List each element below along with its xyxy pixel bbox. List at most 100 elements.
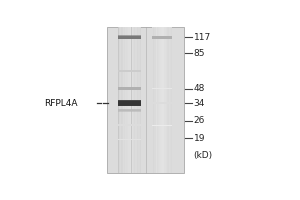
Bar (118, 139, 141, 140)
Bar (118, 110, 141, 111)
Bar (118, 125, 141, 126)
Bar (133, 27, 134, 173)
Bar (158, 27, 159, 173)
Bar (125, 27, 126, 173)
Bar (118, 36, 141, 39)
Bar (118, 102, 141, 104)
Bar (118, 35, 141, 39)
Bar (118, 125, 141, 126)
Bar (152, 103, 172, 104)
Text: 34: 34 (194, 99, 205, 108)
Bar (118, 87, 141, 90)
Bar (118, 124, 141, 126)
Bar (118, 70, 141, 72)
Bar (118, 70, 141, 72)
Bar (118, 70, 141, 72)
Bar (152, 36, 172, 39)
Bar (118, 139, 141, 140)
Text: 26: 26 (194, 116, 205, 125)
Bar (118, 36, 141, 38)
Bar (171, 27, 172, 173)
Bar (118, 70, 141, 72)
Bar (118, 110, 141, 111)
Bar (136, 27, 137, 173)
Bar (118, 110, 141, 111)
Bar (118, 27, 119, 173)
Bar (118, 70, 141, 72)
Bar (118, 102, 141, 105)
Bar (152, 88, 172, 89)
Bar (118, 110, 141, 111)
Bar (118, 102, 141, 104)
Bar (118, 37, 141, 38)
Bar (118, 139, 141, 140)
Bar (118, 87, 141, 90)
Bar (123, 27, 124, 173)
Bar (118, 139, 141, 140)
Bar (118, 88, 141, 89)
Bar (118, 36, 141, 38)
Bar (118, 101, 141, 105)
Text: 19: 19 (194, 134, 205, 143)
Bar (118, 87, 141, 90)
Bar (118, 109, 141, 111)
Bar (118, 37, 141, 38)
Bar (152, 37, 172, 38)
Bar (118, 139, 141, 140)
Bar (162, 27, 163, 173)
Bar (128, 27, 129, 173)
Bar (118, 88, 141, 89)
Bar (152, 88, 172, 89)
Bar (152, 36, 172, 39)
Bar (152, 88, 172, 89)
Bar (156, 27, 157, 173)
Bar (118, 87, 141, 90)
Bar (152, 102, 172, 104)
Bar (118, 124, 141, 126)
Bar (118, 110, 141, 111)
Bar (152, 88, 172, 89)
Bar (169, 27, 170, 173)
Bar (118, 110, 141, 111)
Bar (152, 102, 172, 104)
Bar (152, 37, 172, 38)
Bar (152, 88, 172, 89)
Bar (152, 36, 172, 38)
Bar (118, 125, 141, 126)
Bar (118, 70, 141, 72)
Bar (118, 36, 141, 39)
Bar (137, 27, 138, 173)
Bar (152, 88, 172, 89)
Bar (170, 27, 171, 173)
Bar (118, 100, 141, 106)
Bar (152, 37, 172, 38)
Text: 48: 48 (194, 84, 205, 93)
Bar (118, 139, 141, 140)
Bar (154, 27, 155, 173)
Bar (152, 102, 172, 104)
Bar (166, 27, 167, 173)
Bar (118, 110, 141, 111)
Bar (165, 27, 166, 173)
Bar (107, 27, 184, 173)
Bar (152, 102, 172, 104)
Bar (152, 37, 172, 38)
Bar (152, 88, 172, 89)
Bar (138, 27, 139, 173)
Bar (136, 27, 137, 173)
Bar (118, 88, 141, 89)
Bar (152, 102, 172, 104)
Bar (132, 27, 133, 173)
Bar (118, 36, 141, 39)
Bar (152, 27, 153, 173)
Bar (118, 124, 141, 126)
Bar (152, 125, 172, 126)
Bar (152, 36, 172, 39)
Bar (119, 27, 120, 173)
Bar (118, 102, 141, 104)
Bar (152, 125, 172, 126)
Bar (118, 101, 141, 106)
Bar (152, 125, 172, 126)
Bar (118, 124, 141, 126)
Bar (152, 36, 172, 38)
